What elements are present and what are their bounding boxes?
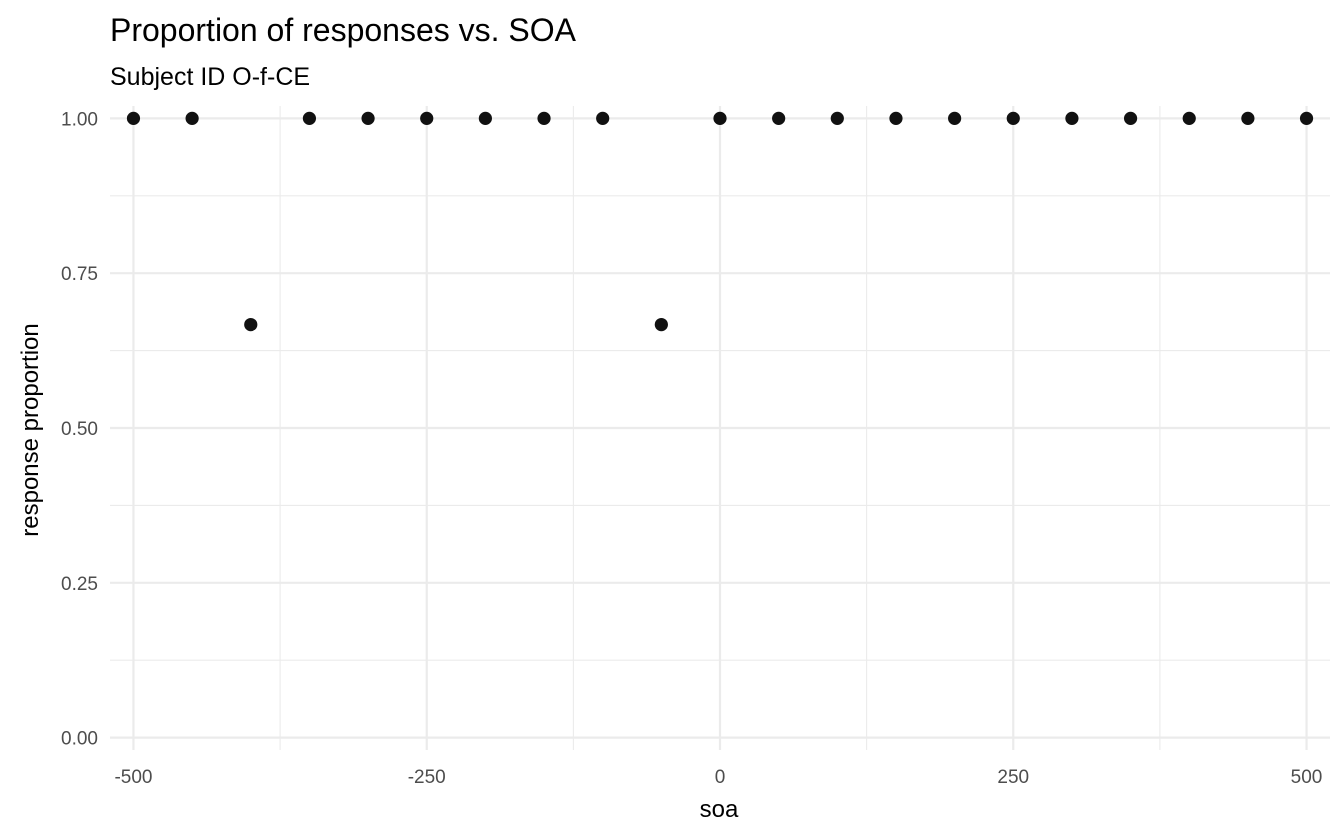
data-point [830, 111, 844, 125]
data-point [478, 111, 492, 125]
x-tick-label: -500 [114, 767, 152, 788]
data-point [948, 111, 962, 125]
data-point [420, 111, 434, 125]
x-axis-ticks: -500 -250 0 250 500 [114, 767, 1322, 788]
y-tick-label: 0.50 [61, 419, 98, 440]
x-tick-label: -250 [408, 767, 446, 788]
data-point [244, 317, 258, 332]
data-point [361, 111, 375, 125]
data-point [185, 111, 199, 125]
y-axis-title: response proportion [17, 323, 44, 536]
y-tick-label: 1.00 [61, 109, 98, 130]
data-point [537, 111, 551, 125]
data-point [889, 111, 903, 125]
chart-subtitle: Subject ID O-f-CE [110, 63, 310, 91]
y-tick-label: 0.00 [61, 729, 98, 750]
data-point [1065, 111, 1079, 125]
data-point [713, 111, 727, 125]
x-tick-label: 500 [1291, 767, 1323, 788]
data-point [596, 111, 610, 125]
data-point [654, 317, 668, 332]
data-point [772, 111, 786, 125]
data-points [126, 111, 1314, 332]
data-point [126, 111, 141, 125]
y-tick-label: 0.75 [61, 264, 98, 285]
x-axis-title: soa [700, 796, 739, 823]
grid [110, 106, 1330, 750]
y-axis-ticks: 0.00 0.25 0.50 0.75 1.00 [61, 109, 98, 749]
x-tick-label: 0 [715, 767, 726, 788]
data-point [1123, 111, 1138, 125]
data-point [1299, 111, 1314, 125]
data-point [1241, 111, 1255, 125]
data-point [1182, 111, 1196, 125]
data-point [1006, 111, 1020, 125]
chart-title: Proportion of responses vs. SOA [110, 12, 577, 48]
data-point [302, 111, 317, 125]
y-tick-label: 0.25 [61, 574, 98, 595]
x-tick-label: 250 [997, 767, 1029, 788]
